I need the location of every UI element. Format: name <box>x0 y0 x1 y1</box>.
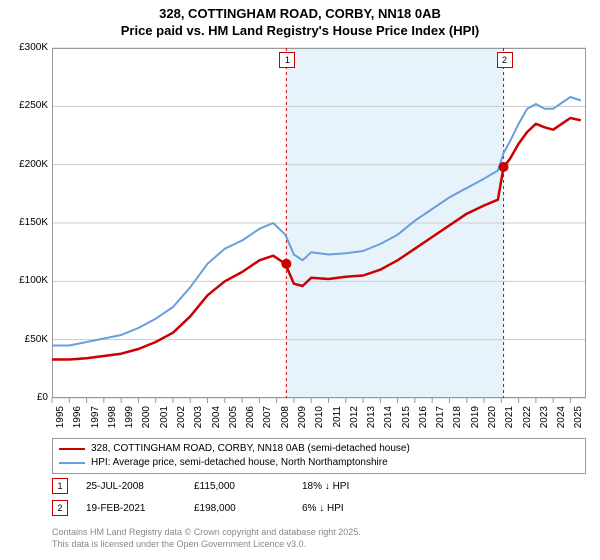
sale-row-1: 1 25-JUL-2008 £115,000 18% ↓ HPI <box>52 478 586 494</box>
legend-label-b: HPI: Average price, semi-detached house,… <box>91 456 388 470</box>
chart-plot-area: £0£50K£100K£150K£200K£250K£300K199519961… <box>52 48 586 398</box>
sale-price-1: £115,000 <box>194 481 284 492</box>
chart-title-line1: 328, COTTINGHAM ROAD, CORBY, NN18 0AB <box>0 6 600 21</box>
y-axis-label: £150K <box>0 217 48 228</box>
legend-label-a: 328, COTTINGHAM ROAD, CORBY, NN18 0AB (s… <box>91 442 410 456</box>
sale-row-2: 2 19-FEB-2021 £198,000 6% ↓ HPI <box>52 500 586 516</box>
sale-price-2: £198,000 <box>194 503 284 514</box>
chart-svg <box>52 48 586 398</box>
sale-marker-badge-top-2: 2 <box>497 52 513 68</box>
legend-swatch-b <box>59 462 85 464</box>
license-line-1: Contains HM Land Registry data © Crown c… <box>52 526 361 538</box>
legend-row-series-b: HPI: Average price, semi-detached house,… <box>59 456 579 470</box>
y-axis-label: £0 <box>0 392 48 403</box>
y-axis-label: £50K <box>0 334 48 345</box>
y-axis-label: £100K <box>0 275 48 286</box>
sale-marker-badge-top-1: 1 <box>279 52 295 68</box>
legend-swatch-a <box>59 448 85 450</box>
sale-date-2: 19-FEB-2021 <box>86 503 176 514</box>
sale-marker-badge-2: 2 <box>52 500 68 516</box>
sale-date-1: 25-JUL-2008 <box>86 481 176 492</box>
legend-row-series-a: 328, COTTINGHAM ROAD, CORBY, NN18 0AB (s… <box>59 442 579 456</box>
chart-title-line2: Price paid vs. HM Land Registry's House … <box>0 23 600 38</box>
chart-legend: 328, COTTINGHAM ROAD, CORBY, NN18 0AB (s… <box>52 438 586 474</box>
sale-marker-badge-1: 1 <box>52 478 68 494</box>
sale-diff-2: 6% ↓ HPI <box>302 503 392 514</box>
sale-diff-1: 18% ↓ HPI <box>302 481 392 492</box>
y-axis-label: £200K <box>0 159 48 170</box>
y-axis-label: £250K <box>0 100 48 111</box>
y-axis-label: £300K <box>0 42 48 53</box>
license-line-2: This data is licensed under the Open Gov… <box>52 538 306 550</box>
